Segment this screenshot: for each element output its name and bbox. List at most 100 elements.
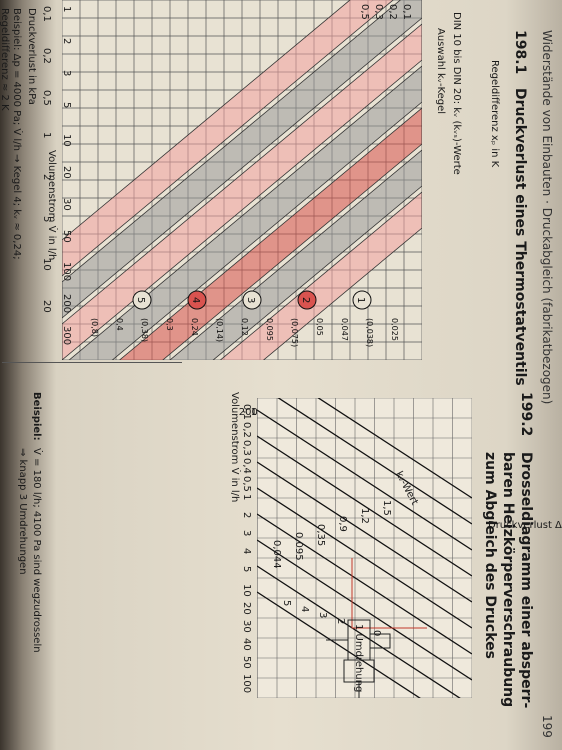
fig1-kv-value: (0,14) bbox=[215, 318, 224, 342]
fig1-top-tick: 1 bbox=[41, 132, 52, 139]
fig1-band bbox=[62, 65, 422, 360]
fig2-x-tick: 100 bbox=[241, 674, 252, 694]
fig1-chart: 1 2 3 4 5 0,025 (0,038) 0,047 0,05 (0,075) 0,095 0,… bbox=[62, 0, 422, 360]
fig1-x-tick: 1 bbox=[61, 6, 72, 13]
fig1-x-tick: 30 bbox=[61, 198, 72, 211]
kegel-label: 1 bbox=[355, 297, 366, 303]
fig2-x-tick: 0,1 bbox=[241, 404, 252, 420]
fig1-left-tick: 0,1 bbox=[401, 4, 412, 20]
fig1-example-line2: Regeldifferenz ≈ 2 K bbox=[0, 8, 10, 111]
fig2-x-tick: 5 bbox=[241, 566, 252, 573]
fig1-kv-value: 0,025 bbox=[390, 318, 399, 341]
kegel-marker bbox=[187, 290, 207, 310]
fig2-kv-value: 1,5 bbox=[381, 500, 392, 516]
fig2-x-tick: 10 bbox=[241, 584, 252, 597]
valve-icon bbox=[326, 619, 391, 698]
fig2-curve bbox=[257, 398, 472, 525]
fig1-top-axis-label: Druckverlust in kPa bbox=[26, 8, 37, 105]
fig1-x-tick: 2 bbox=[61, 38, 72, 45]
fig1-x-tick: 200 bbox=[61, 294, 72, 314]
fig1-kv-value: 0,095 bbox=[265, 318, 274, 341]
fig2-x-tick: 50 bbox=[241, 656, 252, 669]
fig1-kv-value: (0,8) bbox=[90, 318, 99, 337]
kegel-label: 3 bbox=[245, 297, 256, 303]
running-title: Widerstände von Einbauten · Druckabgleic… bbox=[540, 30, 554, 405]
fig1-kv-value: (0,038) bbox=[365, 318, 374, 347]
fig2-example-text: V̇ = 180 l/h; 4100 Pa sind wegzudrosseln bbox=[31, 448, 42, 653]
fig2-x-tick: 0,4 bbox=[241, 458, 252, 474]
fig1-kv-value: 0,05 bbox=[315, 318, 324, 336]
fig1-top-tick: 0,2 bbox=[41, 48, 52, 64]
fig1-kv-value: (0,38) bbox=[140, 318, 149, 342]
fig2-x-tick: 0,5 bbox=[241, 476, 252, 492]
fig2-curve bbox=[257, 591, 472, 698]
fig1-x-tick: 300 bbox=[61, 326, 72, 346]
fig2-chart bbox=[257, 398, 472, 698]
fig2-curve bbox=[257, 487, 472, 629]
fig2-x-axis-label: Druckverlust Δp in kPa bbox=[488, 520, 562, 531]
fig2-x-tick: 20 bbox=[241, 602, 252, 615]
fig2-turn-value: 4 bbox=[299, 606, 310, 613]
fig1-kv-value: 0,4 bbox=[115, 318, 124, 331]
fig2-x-tick: 2 bbox=[241, 512, 252, 519]
fig2-kv-value: 0,044 bbox=[271, 540, 282, 569]
fig1-din-label: DIN 10 bis DIN 20: kᵥ (kᵥₛ)-Werte bbox=[451, 12, 462, 175]
fig1-band bbox=[62, 107, 422, 360]
fig1-title: Druckverlust eines Thermostatventils bbox=[512, 88, 528, 386]
fig2-x-tick: 0,3 bbox=[241, 440, 252, 456]
fig1-kv-value: 0,24 bbox=[190, 318, 199, 336]
fig1-x-tick: 5 bbox=[61, 102, 72, 109]
fig2-x-tick: 1 bbox=[241, 494, 252, 501]
fig1-x-tick: 100 bbox=[61, 262, 72, 282]
kegel-marker bbox=[297, 290, 317, 310]
fig1-number: 198.1 bbox=[512, 30, 528, 75]
fig1-control-label: Regeldifferenz xₚ in K bbox=[489, 60, 500, 168]
kegel-label: 4 bbox=[190, 297, 201, 303]
fig1-x-tick: 20 bbox=[61, 166, 72, 179]
fig1-band bbox=[62, 149, 422, 360]
fig2-curve bbox=[257, 539, 472, 681]
fig1-left-tick: 0,5 bbox=[359, 4, 370, 20]
fig2-title-3: zum Abgleich des Druckes bbox=[482, 452, 498, 659]
fig1-top-tick: 0,5 bbox=[41, 90, 52, 106]
fig1-band bbox=[62, 0, 422, 319]
fig2-x-tick: 30 bbox=[241, 620, 252, 633]
page-number: 199 bbox=[540, 715, 554, 738]
fig1-x-tick: 10 bbox=[61, 134, 72, 147]
fig1-top-tick: 0,1 bbox=[41, 6, 52, 22]
fig2-example-line2: ⇒ knapp 3 Umdrehungen bbox=[17, 448, 28, 575]
fig1-kv-value: (0,075) bbox=[290, 318, 299, 347]
fig2-x-tick: 3 bbox=[241, 530, 252, 537]
fig1-selection-label: Auswahl kᵥ-Kegel bbox=[435, 28, 446, 115]
fig2-kv-value: 0,35 bbox=[315, 524, 326, 547]
fig2-curve bbox=[257, 398, 472, 499]
fig2-x-tick: 40 bbox=[241, 638, 252, 651]
divider bbox=[2, 362, 182, 363]
fig1-x-tick: 3 bbox=[61, 70, 72, 77]
fig2-title-2: baren Heizkörperverschraubung bbox=[500, 452, 516, 708]
fig1-example: Beispiel: Δp = 4000 Pa; V̇ l/h → Kegel 4… bbox=[11, 8, 22, 260]
fig2-number: 199.2 bbox=[518, 392, 534, 437]
kegel-label: 2 bbox=[300, 297, 311, 303]
fig2-curve bbox=[257, 435, 472, 577]
fig2-curve bbox=[257, 461, 472, 603]
fig2-curve bbox=[257, 409, 472, 551]
fig2-curve bbox=[257, 565, 472, 698]
fig1-x-axis-label: Volumenstrom V̇ in l/h bbox=[46, 150, 57, 261]
fig1-band bbox=[62, 191, 422, 360]
fig1-kv-value: 0,047 bbox=[340, 318, 349, 341]
fig2-example-label: Beispiel: bbox=[31, 392, 42, 441]
fig1-left-tick: 0,2 bbox=[387, 4, 398, 20]
fig1-band bbox=[62, 23, 422, 360]
fig2-kv-value: 0,9 bbox=[337, 516, 348, 532]
fig2-kv-value: 1,2 bbox=[359, 508, 370, 524]
fig2-x-tick: 4 bbox=[241, 548, 252, 555]
fig1-kv-value: 0,3 bbox=[165, 318, 174, 331]
fig2-curve bbox=[257, 513, 472, 655]
fig1-kv-value: 0,12 bbox=[240, 318, 249, 336]
fig2-x-tick: 0,2 bbox=[241, 422, 252, 438]
kegel-marker bbox=[132, 290, 152, 310]
fig1-band bbox=[62, 0, 422, 277]
